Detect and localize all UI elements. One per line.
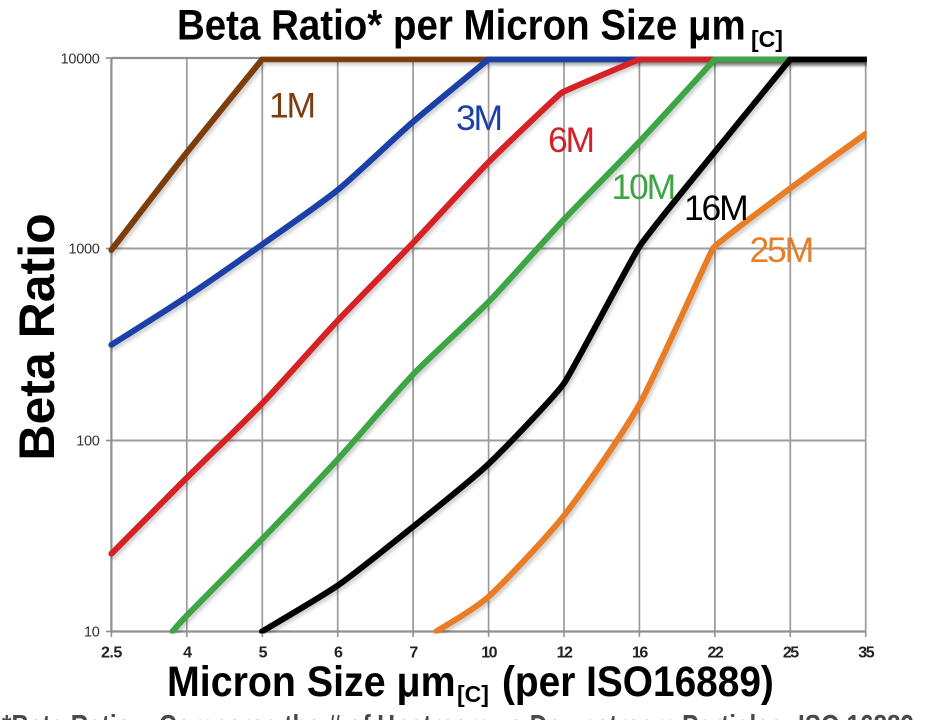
svg-text:*Beta Ratio = Compares the # o: *Beta Ratio = Compares the # of Upstream…: [2, 710, 914, 720]
svg-text:25M: 25M: [750, 230, 812, 270]
svg-text:Micron Size μm: Micron Size μm: [167, 657, 456, 705]
svg-text:3M: 3M: [456, 98, 501, 138]
svg-text:Beta Ratio* per Micron Size μm: Beta Ratio* per Micron Size μm: [177, 1, 746, 49]
svg-text:1000: 1000: [68, 242, 99, 258]
svg-text:Beta Ratio: Beta Ratio: [9, 213, 65, 460]
svg-text:4: 4: [183, 645, 192, 662]
svg-text:10: 10: [84, 625, 100, 641]
svg-text:16M: 16M: [684, 188, 746, 228]
svg-text:[C]: [C]: [457, 681, 489, 707]
svg-text:12: 12: [557, 645, 573, 662]
svg-text:6M: 6M: [548, 120, 593, 160]
svg-text:5: 5: [259, 645, 268, 662]
svg-text:1M: 1M: [269, 86, 314, 126]
svg-text:6: 6: [334, 645, 343, 662]
svg-text:(per ISO16889): (per ISO16889): [502, 657, 774, 705]
svg-text:100: 100: [76, 434, 100, 450]
svg-text:25: 25: [783, 645, 799, 662]
svg-text:10000: 10000: [61, 52, 100, 68]
svg-text:10M: 10M: [612, 167, 674, 207]
svg-text:7: 7: [409, 645, 418, 662]
svg-text:22: 22: [708, 645, 724, 662]
svg-text:16: 16: [632, 645, 648, 662]
svg-text:10: 10: [481, 645, 497, 662]
svg-text:2.5: 2.5: [101, 645, 122, 662]
svg-text:[C]: [C]: [751, 26, 783, 52]
svg-text:35: 35: [858, 645, 874, 662]
